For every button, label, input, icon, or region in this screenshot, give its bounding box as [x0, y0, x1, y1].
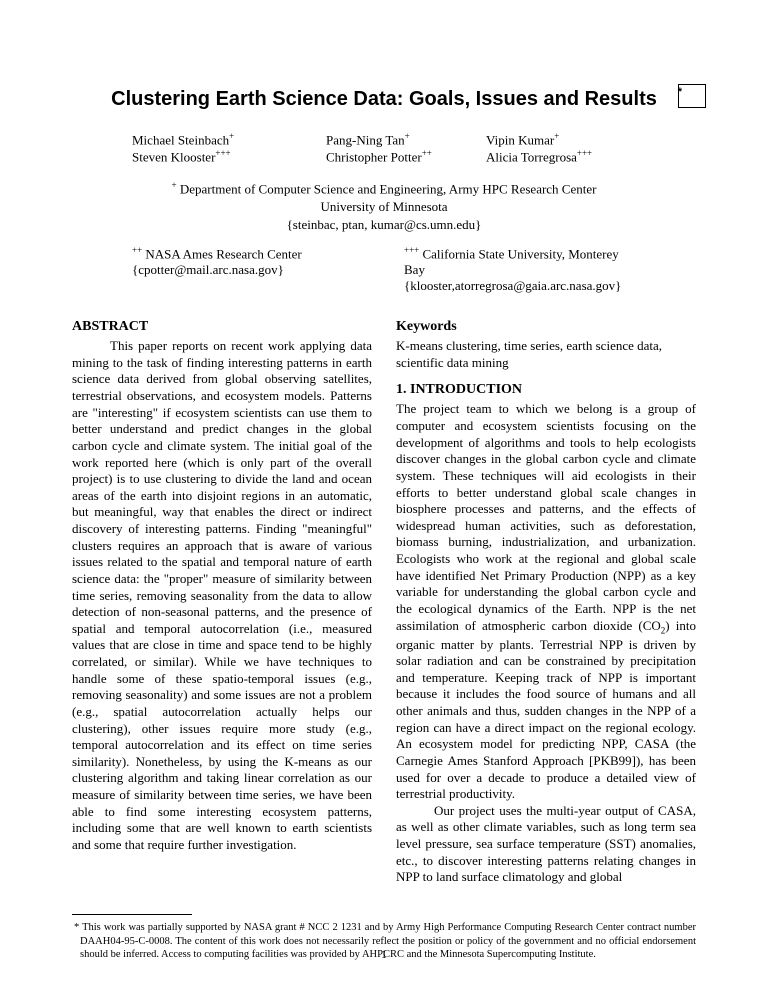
intro-p2: Our project uses the multi-year output o…	[396, 803, 696, 886]
authors-block: Michael Steinbach+ Pang-Ning Tan+ Vipin …	[72, 131, 696, 166]
authors-row-2: Steven Klooster+++ Christopher Potter++ …	[132, 148, 636, 165]
affiliation-1: + Department of Computer Science and Eng…	[72, 180, 696, 233]
author: Michael Steinbach+	[132, 131, 282, 148]
page-number: 1	[0, 947, 768, 962]
author: Steven Klooster+++	[132, 148, 282, 165]
author: Pang-Ning Tan+	[282, 131, 476, 148]
affiliation-columns: ++ NASA Ames Research Center {cpotter@ma…	[72, 245, 696, 294]
keywords-heading: Keywords	[396, 318, 696, 336]
affiliation-3: +++ California State University, Montere…	[404, 245, 636, 294]
paper-title: Clustering Earth Science Data: Goals, Is…	[72, 88, 696, 111]
left-column: ABSTRACT This paper reports on recent wo…	[72, 318, 372, 886]
intro-heading: 1. INTRODUCTION	[396, 381, 696, 399]
intro-p1: The project team to which we belong is a…	[396, 401, 696, 802]
footnote-rule	[72, 914, 192, 915]
title-annotation-box	[678, 84, 706, 108]
title-text: Clustering Earth Science Data: Goals, Is…	[111, 88, 657, 110]
author: Alicia Torregrosa+++	[476, 148, 636, 165]
authors-row-1: Michael Steinbach+ Pang-Ning Tan+ Vipin …	[132, 131, 636, 148]
right-column: Keywords K-means clustering, time series…	[396, 318, 696, 886]
abstract-text: This paper reports on recent work applyi…	[72, 338, 372, 853]
abstract-heading: ABSTRACT	[72, 318, 372, 336]
author: Vipin Kumar+	[476, 131, 636, 148]
author: Christopher Potter++	[282, 148, 476, 165]
affiliation-2: ++ NASA Ames Research Center {cpotter@ma…	[132, 245, 364, 294]
body-columns: ABSTRACT This paper reports on recent wo…	[72, 318, 696, 886]
keywords-text: K-means clustering, time series, earth s…	[396, 338, 696, 371]
